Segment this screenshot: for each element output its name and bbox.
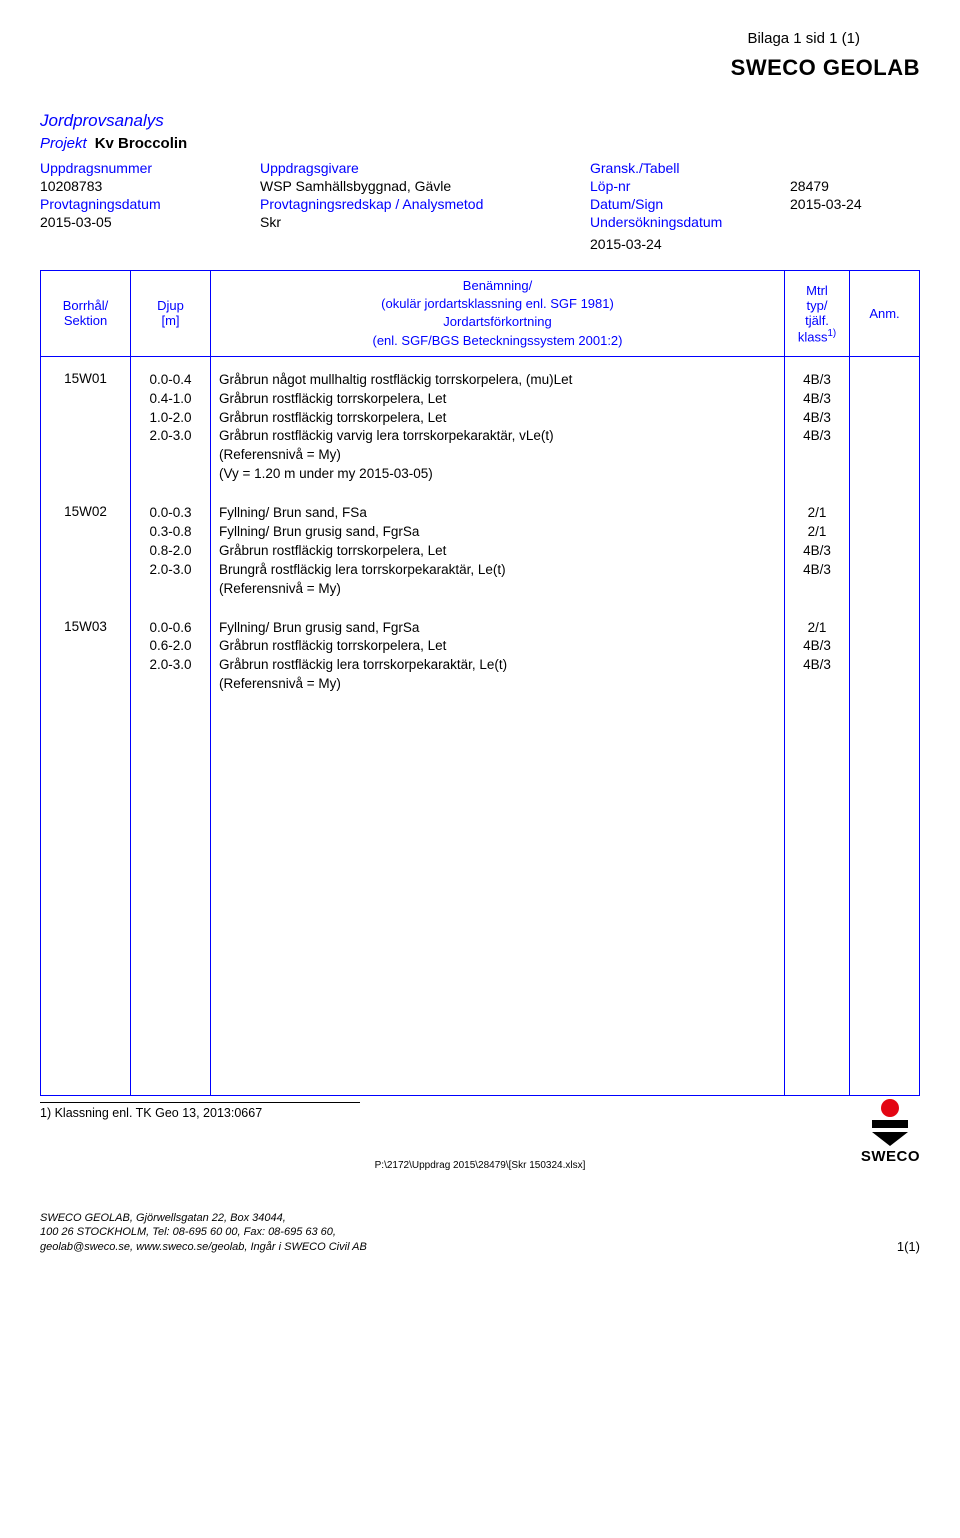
label-provtagningsredskap: Provtagningsredskap / Analysmetod [260, 196, 590, 212]
sweco-logo: SWECO [861, 1096, 920, 1165]
table-row: 15W030.0-0.60.6-2.02.0-3.0 Fyllning/ Bru… [41, 605, 920, 715]
brand-name: SWECO GEOLAB [40, 55, 920, 81]
table-row: 15W010.0-0.40.4-1.01.0-2.02.0-3.0 Gråbru… [41, 356, 920, 490]
table-header-row: Borrhål/ Sektion Djup [m] Benämning/ (ok… [41, 271, 920, 357]
th-borrhal-l2: Sektion [49, 313, 122, 328]
page-footer: SWECO GEOLAB, Gjörwellsgatan 22, Box 340… [40, 1211, 920, 1256]
footer-line3: geolab@sweco.se, www.sweco.se/geolab, In… [40, 1240, 367, 1255]
cell-description: Fyllning/ Brun grusig sand, FgrSaGråbrun… [211, 605, 785, 715]
document-title: Jordprovsanalys [40, 111, 920, 131]
label-gransk: Gransk./Tabell [590, 160, 790, 176]
value-lopnr: 28479 [790, 178, 920, 194]
footer-line2: 100 26 STOCKHOLM, Tel: 08-695 60 00, Fax… [40, 1225, 367, 1240]
table-row: 15W020.0-0.30.3-0.80.8-2.02.0-3.0 Fyllni… [41, 490, 920, 604]
cell-depth: 0.0-0.30.3-0.80.8-2.02.0-3.0 [131, 490, 211, 604]
cell-anm [850, 356, 920, 490]
cell-description: Gråbrun något mullhaltig rostfläckig tor… [211, 356, 785, 490]
table-spacer [41, 714, 920, 1094]
th-desc-l3: Jordartsförkortning [219, 313, 776, 331]
th-desc-l1: Benämning/ [219, 277, 776, 295]
footnote: 1) Klassning enl. TK Geo 13, 2013:0667 [40, 1102, 360, 1120]
th-desc-l2: (okulär jordartsklassning enl. SGF 1981) [219, 295, 776, 313]
value-provtagningsdatum: 2015-03-05 [40, 214, 260, 230]
th-mtrl: Mtrl typ/ tjälf. klass1) [785, 271, 850, 357]
cell-anm [850, 605, 920, 715]
footer-address: SWECO GEOLAB, Gjörwellsgatan 22, Box 340… [40, 1211, 367, 1256]
value-undersokningsdatum: 2015-03-24 [590, 236, 920, 252]
th-mtrl-l1: Mtrl [793, 283, 841, 298]
footer-line1: SWECO GEOLAB, Gjörwellsgatan 22, Box 340… [40, 1211, 367, 1226]
cell-sample-id: 15W01 [41, 356, 131, 490]
th-borrhal: Borrhål/ Sektion [41, 271, 131, 357]
value-provtagningsredskap: Skr [260, 214, 590, 230]
th-mtrl-l4: klass1) [793, 328, 841, 344]
cell-mtrl: 2/12/14B/34B/3 [785, 490, 850, 604]
appendix-label: Bilaga 1 sid 1 (1) [40, 30, 920, 47]
table-bottom-border [41, 1094, 920, 1095]
cell-description: Fyllning/ Brun sand, FSaFyllning/ Brun g… [211, 490, 785, 604]
th-djup-l1: Djup [139, 298, 202, 313]
th-djup: Djup [m] [131, 271, 211, 357]
cell-depth: 0.0-0.60.6-2.02.0-3.0 [131, 605, 211, 715]
value-uppdragsnummer: 10208783 [40, 178, 260, 194]
th-djup-l2: [m] [139, 313, 202, 328]
label-undersokningsdatum: Undersökningsdatum [590, 214, 790, 230]
sweco-logo-icon [865, 1096, 915, 1146]
label-uppdragsgivare: Uppdragsgivare [260, 160, 590, 176]
th-borrhal-l1: Borrhål/ [49, 298, 122, 313]
page-number: 1(1) [897, 1238, 920, 1256]
cell-mtrl: 2/14B/34B/3 [785, 605, 850, 715]
cell-anm [850, 490, 920, 604]
cell-sample-id: 15W03 [41, 605, 131, 715]
cell-sample-id: 15W02 [41, 490, 131, 604]
sweco-logo-text: SWECO [861, 1148, 920, 1165]
cell-depth: 0.0-0.40.4-1.01.0-2.02.0-3.0 [131, 356, 211, 490]
th-anm: Anm. [850, 271, 920, 357]
label-datumsign: Datum/Sign [590, 196, 790, 212]
value-uppdragsgivare: WSP Samhällsbyggnad, Gävle [260, 178, 590, 194]
label-uppdragsnummer: Uppdragsnummer [40, 160, 260, 176]
th-desc: Benämning/ (okulär jordartsklassning enl… [211, 271, 785, 357]
label-provtagningsdatum: Provtagningsdatum [40, 196, 260, 212]
project-row: Projekt Kv Broccolin [40, 135, 920, 152]
project-label: Projekt [40, 135, 87, 152]
metadata-grid: Uppdragsnummer Uppdragsgivare Gransk./Ta… [40, 160, 920, 230]
results-table: Borrhål/ Sektion Djup [m] Benämning/ (ok… [40, 270, 920, 1096]
th-desc-l4: (enl. SGF/BGS Beteckningssystem 2001:2) [219, 332, 776, 350]
label-lopnr: Löp-nr [590, 178, 790, 194]
cell-mtrl: 4B/34B/34B/34B/3 [785, 356, 850, 490]
th-mtrl-l3: tjälf. [793, 313, 841, 328]
project-value: Kv Broccolin [95, 135, 188, 152]
file-path: P:\2172\Uppdrag 2015\28479\[Skr 150324.x… [40, 1160, 920, 1171]
th-mtrl-l2: typ/ [793, 298, 841, 313]
value-datumsign: 2015-03-24 [790, 196, 920, 212]
